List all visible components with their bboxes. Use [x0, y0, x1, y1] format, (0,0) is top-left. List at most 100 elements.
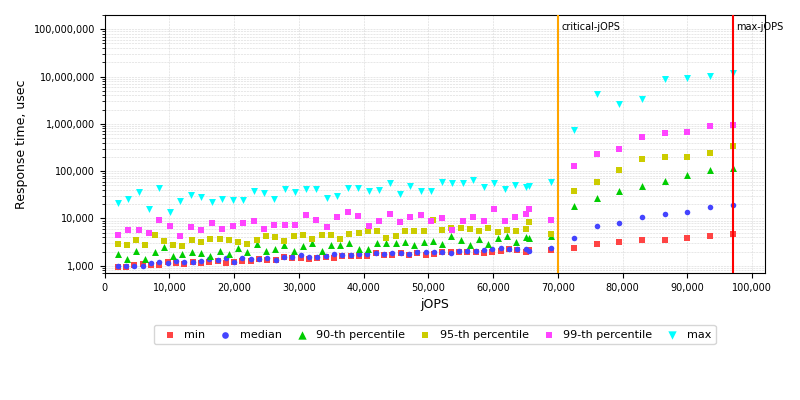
min	[453, 249, 466, 255]
max	[446, 180, 458, 187]
median	[568, 234, 581, 241]
median	[402, 251, 415, 257]
median	[427, 248, 440, 255]
99-th percentile	[509, 214, 522, 220]
max	[195, 194, 208, 200]
90-th percentile	[510, 239, 522, 246]
95-th percentile	[380, 234, 393, 241]
min	[153, 262, 166, 268]
95-th percentile	[463, 226, 476, 232]
median	[370, 250, 382, 256]
95-th percentile	[241, 240, 254, 247]
95-th percentile	[287, 233, 300, 240]
Legend: min, median, 90-th percentile, 95-th percentile, 99-th percentile, max: min, median, 90-th percentile, 95-th per…	[154, 325, 715, 344]
99-th percentile	[446, 227, 458, 234]
max	[726, 70, 739, 76]
99-th percentile	[456, 218, 469, 224]
99-th percentile	[185, 224, 198, 230]
99-th percentile	[414, 212, 427, 218]
median	[590, 223, 603, 230]
median	[444, 250, 457, 256]
median	[136, 262, 149, 269]
95-th percentile	[334, 236, 346, 242]
median	[613, 220, 626, 226]
max	[289, 189, 302, 196]
median	[336, 251, 349, 258]
95-th percentile	[501, 227, 514, 234]
90-th percentile	[681, 172, 694, 178]
90-th percentile	[426, 238, 439, 245]
95-th percentile	[222, 237, 235, 243]
median	[286, 253, 299, 260]
max	[278, 186, 291, 192]
min	[378, 251, 390, 258]
min	[704, 233, 717, 239]
95-th percentile	[398, 228, 411, 234]
95-th percentile	[726, 142, 739, 149]
min	[211, 258, 224, 264]
min	[219, 260, 232, 266]
99-th percentile	[681, 129, 694, 136]
min	[502, 246, 515, 253]
max	[404, 183, 417, 190]
90-th percentile	[445, 233, 458, 239]
median	[486, 246, 498, 253]
90-th percentile	[315, 248, 328, 254]
95-th percentile	[167, 242, 180, 249]
median	[726, 201, 739, 208]
90-th percentile	[139, 256, 152, 262]
99-th percentile	[331, 214, 344, 220]
90-th percentile	[213, 248, 226, 254]
median	[353, 250, 366, 257]
max	[132, 189, 145, 196]
median	[245, 256, 258, 262]
median	[478, 247, 490, 254]
max	[352, 185, 365, 191]
95-th percentile	[325, 232, 338, 238]
90-th percentile	[491, 235, 504, 241]
90-th percentile	[259, 248, 272, 254]
99-th percentile	[153, 217, 166, 224]
min	[522, 246, 535, 253]
min	[386, 252, 398, 258]
max	[545, 179, 558, 185]
max	[247, 188, 260, 194]
max	[394, 191, 406, 197]
90-th percentile	[398, 239, 411, 246]
median	[378, 251, 390, 257]
min	[278, 254, 290, 260]
95-th percentile	[473, 228, 486, 234]
90-th percentile	[370, 240, 383, 246]
95-th percentile	[519, 226, 532, 232]
95-th percentile	[204, 235, 217, 242]
median	[128, 263, 141, 269]
90-th percentile	[463, 242, 476, 248]
90-th percentile	[352, 246, 365, 252]
99-th percentile	[258, 226, 270, 232]
90-th percentile	[278, 242, 291, 248]
max	[568, 126, 581, 133]
min	[478, 250, 490, 256]
min	[186, 259, 199, 265]
99-th percentile	[352, 213, 365, 219]
min	[302, 256, 315, 262]
90-th percentile	[343, 240, 356, 246]
99-th percentile	[289, 222, 302, 228]
median	[228, 259, 241, 266]
95-th percentile	[636, 156, 649, 162]
median	[202, 256, 215, 262]
99-th percentile	[122, 227, 134, 234]
min	[161, 259, 174, 266]
min	[202, 259, 215, 266]
max	[414, 188, 427, 194]
max	[216, 196, 229, 202]
min	[519, 249, 532, 255]
Text: max-jOPS: max-jOPS	[736, 22, 783, 32]
99-th percentile	[299, 212, 312, 218]
median	[502, 246, 515, 252]
max	[362, 188, 375, 195]
max	[704, 72, 717, 79]
median	[261, 255, 274, 261]
95-th percentile	[590, 179, 603, 186]
median	[419, 248, 432, 255]
